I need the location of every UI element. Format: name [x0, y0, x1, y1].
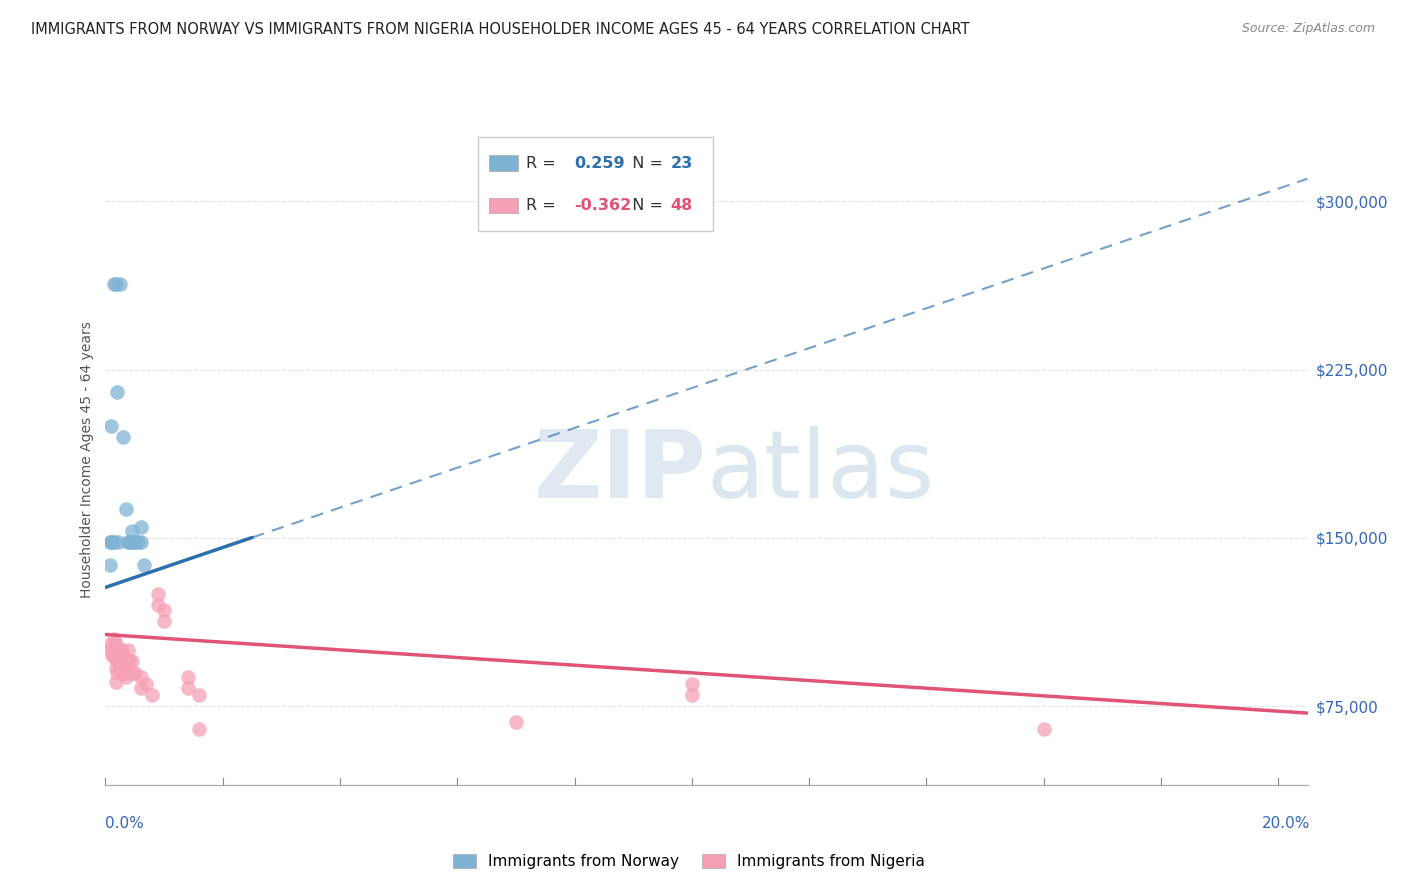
- Point: [153, 614, 176, 628]
- Point: [120, 535, 142, 549]
- Point: [121, 665, 143, 680]
- Point: [129, 520, 152, 534]
- Point: [1032, 722, 1054, 736]
- Point: [141, 688, 163, 702]
- Point: [108, 277, 131, 292]
- Point: [117, 643, 139, 657]
- Point: [100, 636, 122, 650]
- Point: [681, 677, 703, 691]
- Point: [101, 535, 124, 549]
- Text: 20.0%: 20.0%: [1263, 816, 1310, 831]
- Text: R =: R =: [526, 198, 561, 213]
- Point: [135, 677, 157, 691]
- Point: [105, 636, 128, 650]
- Point: [118, 655, 141, 669]
- FancyBboxPatch shape: [489, 198, 517, 213]
- Point: [176, 670, 198, 684]
- Point: [124, 665, 146, 680]
- Point: [98, 558, 121, 572]
- Point: [121, 524, 143, 539]
- Text: atlas: atlas: [707, 426, 935, 518]
- Point: [105, 648, 128, 662]
- Point: [103, 632, 125, 646]
- Point: [129, 535, 152, 549]
- Point: [108, 661, 131, 675]
- Point: [105, 277, 128, 292]
- Point: [107, 655, 129, 669]
- Point: [108, 650, 131, 665]
- Point: [176, 681, 198, 696]
- Point: [121, 655, 143, 669]
- Point: [129, 681, 152, 696]
- Text: 48: 48: [671, 198, 693, 213]
- Point: [105, 384, 128, 399]
- Point: [105, 655, 128, 669]
- Point: [111, 655, 134, 669]
- Point: [127, 535, 149, 549]
- Point: [103, 650, 125, 665]
- Point: [117, 535, 139, 549]
- Text: 0.0%: 0.0%: [105, 816, 145, 831]
- Text: IMMIGRANTS FROM NORWAY VS IMMIGRANTS FROM NIGERIA HOUSEHOLDER INCOME AGES 45 - 6: IMMIGRANTS FROM NORWAY VS IMMIGRANTS FRO…: [31, 22, 970, 37]
- Point: [103, 277, 125, 292]
- Point: [117, 655, 139, 669]
- Point: [124, 535, 146, 549]
- Point: [118, 535, 141, 549]
- Legend: Immigrants from Norway, Immigrants from Nigeria: Immigrants from Norway, Immigrants from …: [447, 847, 931, 875]
- Point: [129, 670, 152, 684]
- Point: [105, 661, 128, 675]
- Point: [153, 603, 176, 617]
- Point: [105, 674, 128, 689]
- Point: [112, 665, 135, 680]
- Point: [112, 655, 135, 669]
- Point: [100, 418, 122, 433]
- Point: [108, 643, 131, 657]
- Text: 0.259: 0.259: [574, 155, 624, 170]
- Point: [105, 665, 128, 680]
- Point: [132, 558, 155, 572]
- Point: [111, 665, 134, 680]
- FancyBboxPatch shape: [478, 137, 713, 232]
- Point: [115, 655, 138, 669]
- Point: [107, 535, 129, 549]
- Point: [505, 715, 527, 730]
- Text: Source: ZipAtlas.com: Source: ZipAtlas.com: [1241, 22, 1375, 36]
- Point: [148, 599, 170, 613]
- Point: [112, 650, 135, 665]
- Text: ZIP: ZIP: [534, 426, 707, 518]
- Point: [98, 535, 121, 549]
- Point: [681, 688, 703, 702]
- Point: [115, 501, 138, 516]
- Text: N =: N =: [623, 198, 668, 213]
- Text: R =: R =: [526, 155, 561, 170]
- Point: [188, 722, 211, 736]
- Point: [98, 643, 121, 657]
- Point: [112, 430, 135, 444]
- Point: [112, 661, 135, 675]
- Text: -0.362: -0.362: [574, 198, 631, 213]
- Point: [107, 643, 129, 657]
- Y-axis label: Householder Income Ages 45 - 64 years: Householder Income Ages 45 - 64 years: [80, 321, 94, 598]
- Point: [100, 535, 122, 549]
- Point: [188, 688, 211, 702]
- Point: [105, 643, 128, 657]
- Point: [122, 535, 145, 549]
- Point: [115, 670, 138, 684]
- Point: [103, 535, 125, 549]
- Point: [148, 587, 170, 601]
- Text: N =: N =: [623, 155, 668, 170]
- FancyBboxPatch shape: [489, 155, 517, 171]
- Point: [101, 648, 124, 662]
- Point: [111, 643, 134, 657]
- Text: 23: 23: [671, 155, 693, 170]
